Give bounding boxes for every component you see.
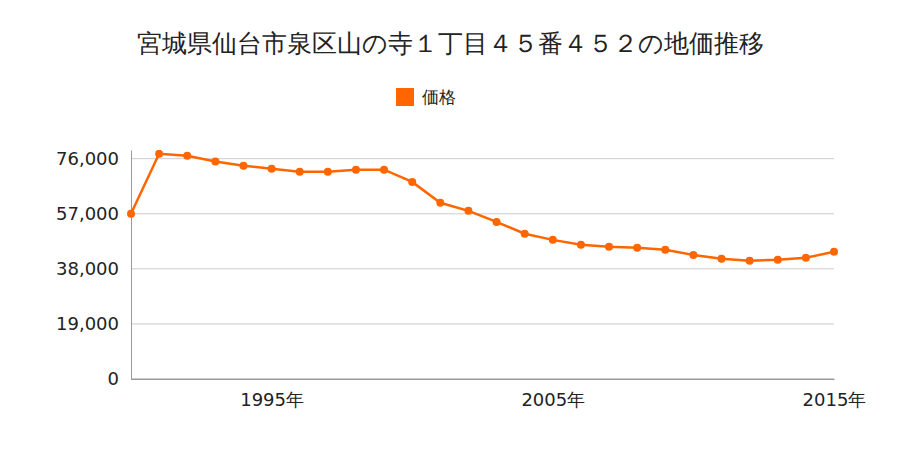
x-axis: 1995年 2005年 2015年 [132,379,867,410]
point [633,244,641,252]
title: 宮城県仙台市泉区山の寺１丁目４５番４５２の地価推移 [137,29,764,58]
grid-line [131,379,834,380]
point [464,207,472,215]
y-tick: 19,000 [56,313,131,334]
legend-label: 価格 [422,87,456,107]
grid-line [131,268,834,269]
grid [131,159,834,379]
point [352,166,360,174]
y-axis: 0 19,000 38,000 57,000 76,000 [56,148,131,389]
x-tick-label: 2015年 [803,389,867,410]
x-axis-line [132,379,835,380]
x-tick-label: 2005年 [521,389,585,410]
point [183,152,191,160]
point [127,210,135,218]
point [296,168,304,176]
point [661,246,669,254]
point [436,199,444,207]
y-tick: 38,000 [56,258,131,279]
x-tick: 2015年 [803,379,867,410]
point [689,251,697,259]
y-tick: 0 [108,368,131,389]
y-tick-label: 57,000 [56,203,119,224]
point [380,166,388,174]
point [802,254,810,262]
point [155,150,163,158]
point [239,162,247,170]
point [493,218,501,226]
x-tick-label: 1995年 [240,389,304,410]
y-axis-line [131,151,132,380]
point [324,168,332,176]
x-tick: 1995年 [240,379,304,410]
y-tick-label: 0 [108,368,119,389]
legend-swatch [396,88,414,106]
point [830,248,838,256]
grid-line [131,158,834,159]
point [718,255,726,263]
y-tick: 57,000 [56,203,131,224]
point [549,236,557,244]
grid-line [131,213,834,214]
y-tick: 76,000 [56,148,131,169]
point [408,178,416,186]
point [521,230,529,238]
point [746,257,754,265]
y-tick-label: 38,000 [56,258,119,279]
plot-area [127,150,838,265]
point [605,243,613,251]
point [774,256,782,264]
x-tick: 2005年 [521,379,585,410]
point [211,158,219,166]
y-tick-label: 76,000 [56,148,119,169]
point [577,241,585,249]
point [268,165,276,173]
grid-line [131,323,834,324]
line [131,154,834,261]
y-tick-label: 19,000 [56,313,119,334]
chart: 宮城県仙台市泉区山の寺１丁目４５番４５２の地価推移価格 0 19,000 38,000… [0,0,900,450]
legend: 価格 [396,87,456,107]
